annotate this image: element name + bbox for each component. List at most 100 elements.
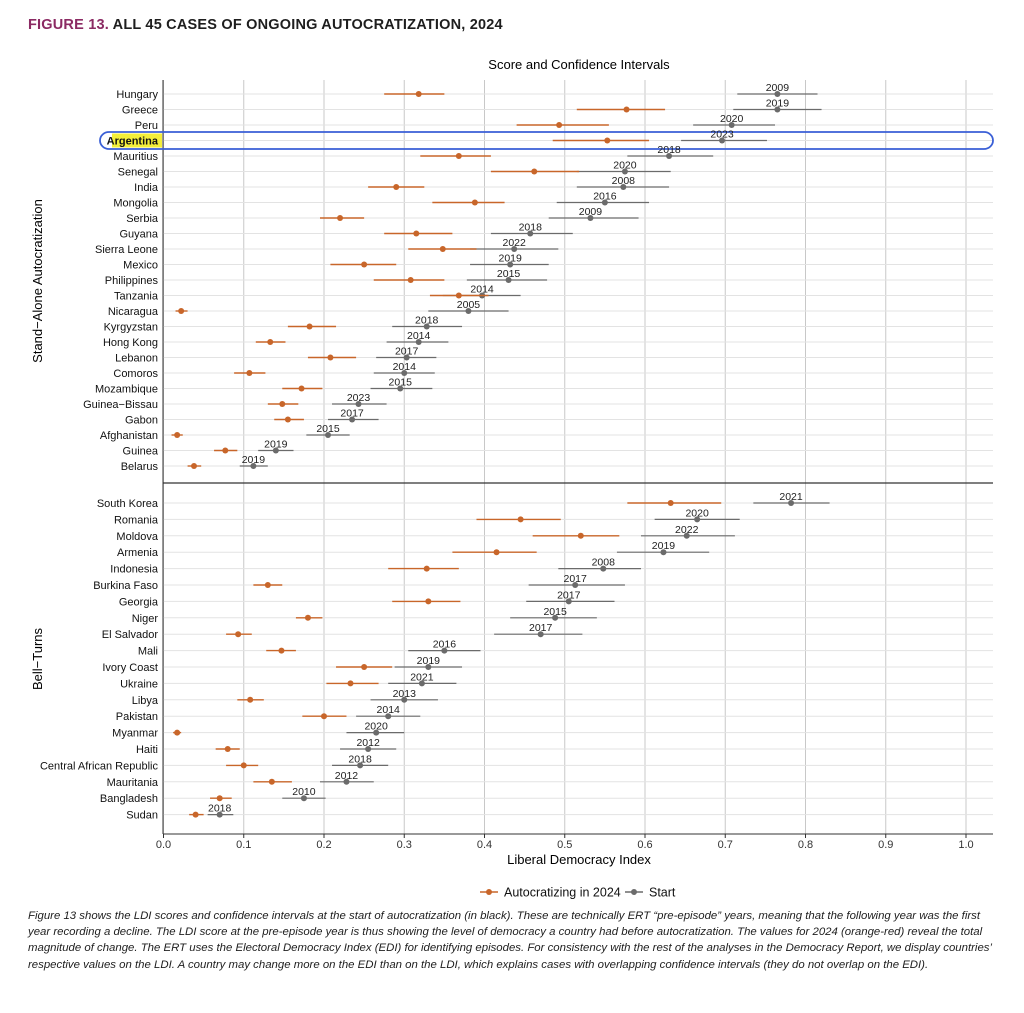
start-year-label: 2012 (335, 770, 359, 782)
start-year-label: 2012 (356, 737, 380, 749)
country-label: Guyana (119, 229, 158, 241)
start-point (666, 153, 673, 159)
start-year-label: 2020 (364, 721, 388, 733)
country-label: Guinea (123, 446, 159, 458)
country-label: Central African Republic (40, 760, 159, 772)
start-year-label: 2020 (685, 507, 709, 519)
start-year-label: 2015 (497, 268, 521, 280)
start-year-label: 2008 (612, 175, 636, 187)
start-point (403, 354, 410, 361)
start-year-label: 2017 (340, 408, 364, 420)
autocratizing-point (361, 261, 368, 268)
x-tick-label: 0.2 (316, 839, 331, 851)
country-label: Tanzania (114, 291, 159, 303)
country-label: India (134, 182, 159, 194)
start-point (621, 168, 628, 175)
panel-label: Bell−Turns (30, 627, 45, 690)
country-label: Hong Kong (103, 337, 158, 349)
autocratizing-point (347, 680, 354, 687)
legend: Autocratizing in 2024 Start (480, 886, 676, 900)
country-label: Nicaragua (108, 306, 159, 318)
autocratizing-point (604, 137, 611, 144)
start-point (601, 199, 608, 206)
start-point (397, 385, 404, 392)
start-year-label: 2017 (395, 346, 419, 358)
start-year-label: 2016 (593, 191, 617, 203)
highlight-box (99, 131, 994, 150)
country-label: Comoros (113, 368, 158, 380)
start-year-label: 2020 (720, 113, 744, 125)
country-label: Guinea−Bissau (83, 399, 158, 411)
figure-caption: Figure 13 shows the LDI scores and confi… (28, 910, 992, 971)
start-point (774, 106, 781, 113)
autocratizing-point (413, 230, 420, 237)
start-point (272, 447, 279, 454)
autocratizing-point (306, 323, 313, 330)
start-point (774, 91, 781, 97)
start-point (300, 795, 307, 802)
start-year-label: 2023 (347, 392, 371, 404)
autocratizing-point (337, 215, 344, 221)
country-label: Niger (132, 613, 159, 625)
start-year-label: 2015 (316, 423, 340, 435)
x-tick-label: 0.5 (557, 839, 572, 851)
start-point (620, 184, 627, 190)
highlight-layer (99, 131, 994, 150)
autocratizing-point (623, 106, 630, 113)
country-label: Mauritania (107, 777, 159, 789)
autocratizing-point (222, 447, 229, 454)
start-point (415, 339, 422, 345)
start-point (349, 416, 356, 423)
start-year-label: 2017 (529, 622, 553, 634)
start-point (343, 778, 350, 785)
figure-number: FIGURE 13. (28, 17, 109, 33)
autocratizing-point (517, 516, 524, 523)
country-label: Kyrgyzstan (104, 322, 158, 334)
country-label: Ivory Coast (102, 662, 158, 674)
autocratizing-point (415, 91, 422, 97)
autocratizing-point (284, 416, 291, 423)
autocratizing-point (423, 565, 430, 572)
start-year-label: 2022 (503, 237, 527, 249)
start-point (728, 122, 735, 128)
x-tick-label: 0.4 (477, 839, 492, 851)
start-year-label: 2010 (292, 786, 316, 798)
start-point (423, 323, 430, 330)
autocratizing-point (493, 549, 500, 556)
start-year-label: 2016 (433, 639, 457, 651)
start-point (325, 432, 332, 438)
start-year-label: 2021 (410, 671, 434, 683)
start-point (425, 664, 432, 670)
autocratizing-point (321, 713, 327, 720)
start-point (385, 713, 392, 720)
dot-range-chart: Score and Confidence Intervals 200920192… (30, 57, 994, 900)
country-label: Pakistan (116, 711, 158, 723)
legend-label: Start (649, 886, 676, 900)
start-point (401, 696, 408, 703)
start-year-label: 2017 (557, 589, 581, 601)
country-label: Philippines (105, 275, 159, 287)
start-year-label: 2014 (377, 704, 401, 716)
start-year-label: 2018 (519, 222, 543, 234)
autocratizing-point (304, 614, 311, 621)
country-label: Bangladesh (100, 793, 158, 805)
start-point (683, 532, 690, 539)
autocratizing-point (407, 277, 414, 283)
figure-title: FIGURE 13. ALL 45 CASES OF ONGOING AUTOC… (28, 17, 503, 33)
start-point (355, 401, 362, 407)
country-labels: Stand−Alone Autocratization Hungary Greece… (30, 89, 159, 822)
start-year-label: 2005 (457, 299, 481, 311)
autocratizing-point (267, 339, 274, 345)
start-point (441, 647, 448, 654)
country-label: Myanmar (112, 728, 158, 740)
country-label: Senegal (118, 167, 158, 179)
country-label: Haiti (136, 744, 158, 756)
autocratizing-point (224, 746, 231, 752)
autocratizing-point (190, 463, 197, 469)
x-tick-label: 0.9 (878, 839, 893, 851)
start-year-label: 2018 (415, 315, 439, 327)
start-year-label: 2009 (766, 82, 790, 94)
start-year-label: 2020 (613, 160, 637, 172)
start-point (572, 582, 579, 588)
autocratizing-point (298, 385, 305, 392)
